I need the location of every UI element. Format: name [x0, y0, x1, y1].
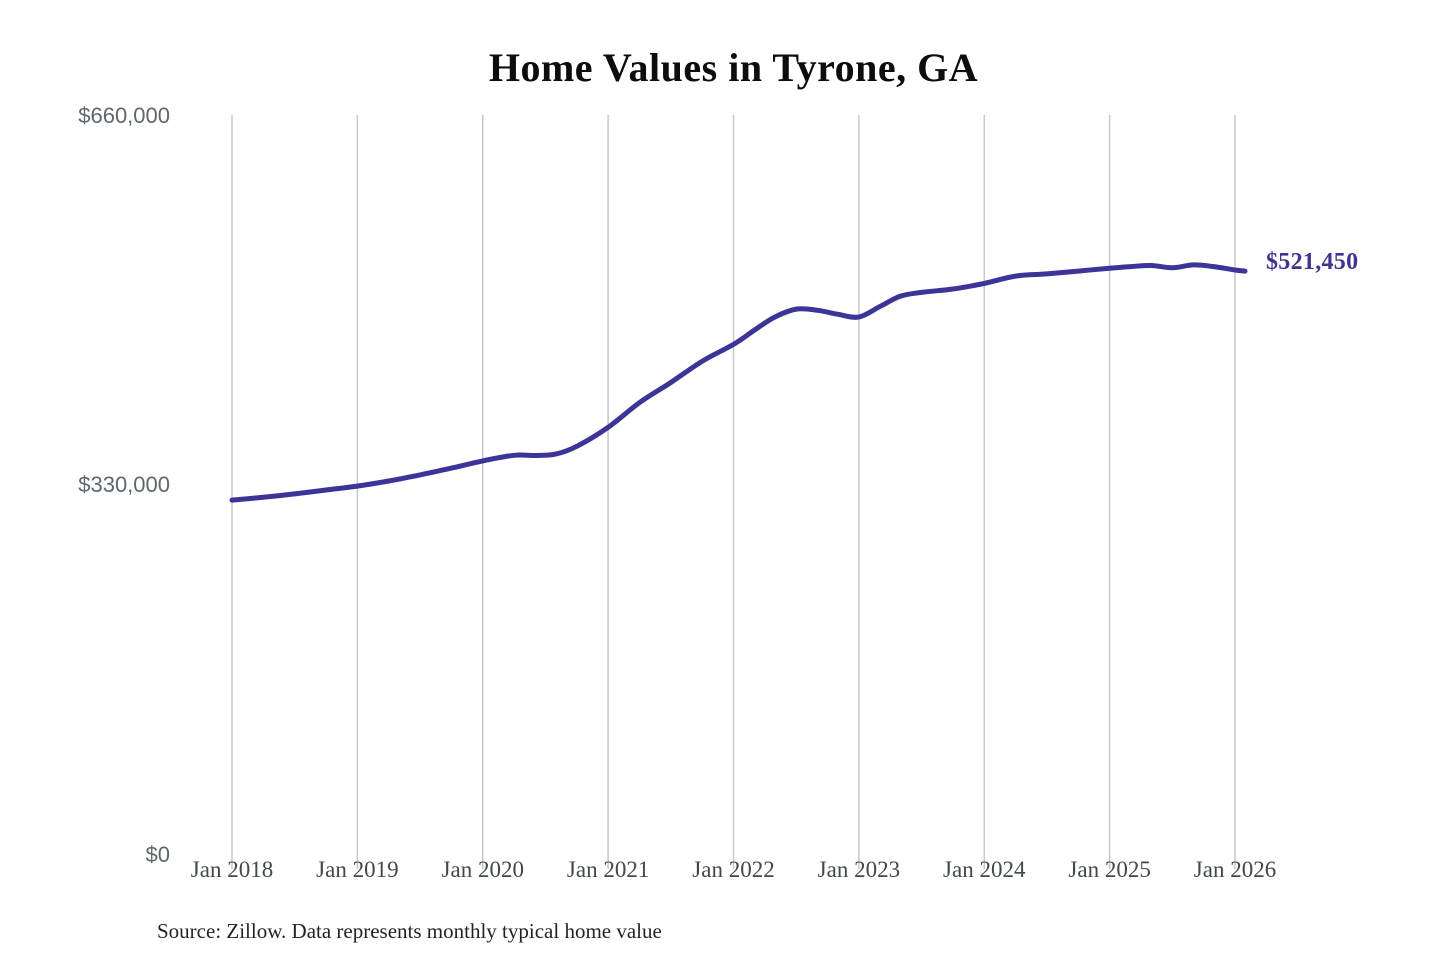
y-axis-tick-330000: $330,000 — [78, 472, 170, 497]
x-axis-tick-2022: Jan 2022 — [692, 857, 775, 882]
x-axis-tick-2021: Jan 2021 — [566, 857, 650, 882]
y-axis-tick-660000: $660,000 — [78, 103, 170, 128]
x-axis-tick-2019: Jan 2019 — [316, 857, 399, 882]
latest-value-label: $521,450 — [1266, 249, 1359, 275]
x-axis-tick-2026: Jan 2026 — [1193, 857, 1277, 882]
x-axis-labels: Jan 2018 Jan 2019 Jan 2020 Jan 2021 Jan 2022… — [0, 857, 1440, 889]
home-value-series-line — [229, 262, 1248, 503]
x-axis-tick-2025: Jan 2025 — [1068, 857, 1151, 882]
x-axis-tick-2023: Jan 2023 — [817, 857, 901, 882]
x-axis-tick-2018: Jan 2018 — [190, 857, 274, 882]
y-axis-tick-0: $0 — [145, 842, 170, 867]
source-note: Source: Zillow. Data represents monthly … — [157, 919, 662, 943]
x-axis-tick-2020: Jan 2020 — [441, 857, 524, 882]
x-axis-tick-2024: Jan 2024 — [943, 857, 1026, 882]
chart-title: Home Values in Tyrone, GA — [488, 45, 979, 90]
